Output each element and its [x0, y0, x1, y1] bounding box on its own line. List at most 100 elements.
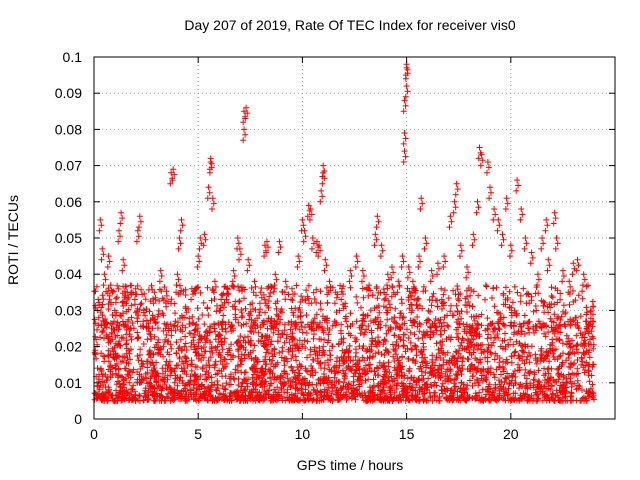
data-point [493, 366, 500, 373]
data-point [586, 368, 592, 375]
data-point [462, 302, 469, 308]
data-point [407, 339, 414, 346]
data-point [318, 365, 324, 371]
data-point [438, 386, 445, 393]
data-point [144, 364, 151, 371]
data-point [341, 350, 348, 357]
data-point [263, 349, 270, 356]
y-tick-label: 0.1 [63, 49, 83, 65]
data-point [220, 312, 227, 319]
data-point [207, 354, 214, 361]
data-point [482, 282, 489, 289]
data-point [273, 305, 280, 312]
data-point [507, 336, 514, 343]
data-point [313, 381, 320, 388]
data-point [151, 333, 158, 340]
y-tick-label: 0.06 [55, 194, 82, 210]
data-point [549, 294, 556, 301]
data-point [137, 301, 144, 308]
data-point [253, 292, 259, 299]
data-point [166, 384, 173, 391]
data-point [353, 318, 360, 325]
y-tick-label: 0 [74, 411, 82, 427]
data-point [270, 288, 277, 295]
data-point [238, 351, 245, 358]
data-point [92, 333, 99, 340]
data-point [303, 312, 310, 319]
data-point [414, 323, 421, 330]
data-point [236, 297, 243, 304]
data-point [420, 283, 427, 290]
data-point [533, 360, 540, 367]
data-point [138, 300, 145, 307]
data-point [301, 392, 307, 399]
data-point [124, 318, 131, 325]
data-point [281, 339, 288, 346]
grid-lines [94, 57, 615, 419]
data-point [358, 304, 364, 311]
data-point [177, 336, 184, 343]
data-point [137, 346, 144, 353]
data-point [501, 379, 508, 386]
data-point [177, 326, 184, 333]
x-axis-label: GPS time / hours [297, 457, 404, 473]
data-point [590, 345, 597, 352]
data-point [484, 335, 491, 342]
data-point [406, 380, 413, 387]
data-point [168, 332, 175, 339]
data-point [453, 372, 460, 379]
data-point [484, 315, 491, 322]
data-point [264, 318, 271, 325]
data-point [352, 353, 359, 360]
data-point [250, 379, 256, 386]
data-point [168, 368, 175, 375]
data-point [99, 292, 106, 299]
data-point [344, 323, 351, 330]
x-tick-label: 5 [194, 426, 202, 442]
data-point [265, 315, 272, 322]
data-point [160, 343, 167, 350]
data-point [125, 360, 132, 367]
data-point [304, 338, 311, 345]
data-point [581, 369, 588, 376]
x-tick-label: 0 [90, 426, 98, 442]
data-point [168, 345, 175, 352]
data-point [400, 337, 407, 344]
data-point [370, 353, 377, 360]
data-point [312, 369, 319, 376]
data-point [402, 348, 409, 355]
data-point [547, 304, 554, 311]
data-point [281, 327, 288, 334]
data-point [354, 360, 360, 367]
data-point [432, 316, 439, 322]
data-point [399, 354, 406, 361]
data-point [167, 341, 174, 348]
data-point [223, 328, 230, 335]
data-point [577, 313, 584, 320]
data-point [235, 382, 242, 388]
x-tick-label: 20 [503, 426, 519, 442]
data-point [281, 321, 288, 328]
data-point [228, 341, 235, 348]
data-point [521, 330, 528, 337]
data-point [531, 369, 538, 376]
y-tick-label: 0.01 [55, 375, 82, 391]
data-point [384, 316, 391, 323]
data-point [213, 308, 220, 315]
data-point [268, 361, 274, 367]
data-point [559, 340, 566, 347]
data-point [295, 367, 302, 373]
data-point [261, 358, 267, 365]
data-point [308, 363, 315, 369]
data-point [574, 365, 581, 372]
data-point [504, 370, 511, 377]
y-tick-label: 0.04 [55, 266, 82, 282]
data-point [391, 332, 398, 339]
data-point [574, 357, 581, 363]
data-point [587, 315, 594, 322]
data-point [550, 319, 557, 326]
data-point [374, 343, 380, 350]
data-point [360, 294, 367, 301]
data-point [204, 284, 211, 291]
data-point [398, 296, 405, 303]
